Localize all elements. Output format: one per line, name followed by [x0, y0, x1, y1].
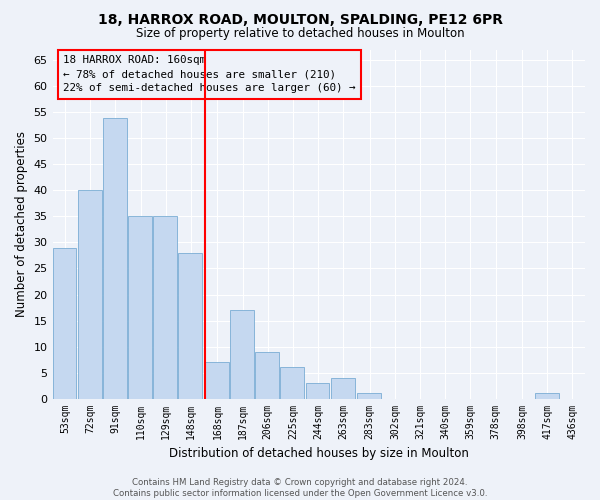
Bar: [205, 362, 229, 399]
Bar: [178, 253, 202, 398]
Bar: [103, 118, 127, 398]
Text: Size of property relative to detached houses in Moulton: Size of property relative to detached ho…: [136, 28, 464, 40]
Text: 18, HARROX ROAD, MOULTON, SPALDING, PE12 6PR: 18, HARROX ROAD, MOULTON, SPALDING, PE12…: [97, 12, 503, 26]
Bar: [331, 378, 355, 398]
Text: Contains HM Land Registry data © Crown copyright and database right 2024.
Contai: Contains HM Land Registry data © Crown c…: [113, 478, 487, 498]
Bar: [153, 216, 177, 398]
Bar: [535, 394, 559, 398]
Bar: [128, 216, 152, 398]
Text: 18 HARROX ROAD: 160sqm
← 78% of detached houses are smaller (210)
22% of semi-de: 18 HARROX ROAD: 160sqm ← 78% of detached…: [63, 55, 356, 93]
Bar: [280, 368, 304, 398]
Bar: [255, 352, 279, 399]
Y-axis label: Number of detached properties: Number of detached properties: [15, 132, 28, 318]
Bar: [53, 248, 76, 398]
Bar: [230, 310, 254, 398]
Bar: [357, 394, 381, 398]
X-axis label: Distribution of detached houses by size in Moulton: Distribution of detached houses by size …: [169, 447, 469, 460]
Bar: [78, 190, 101, 398]
Bar: [305, 383, 329, 398]
